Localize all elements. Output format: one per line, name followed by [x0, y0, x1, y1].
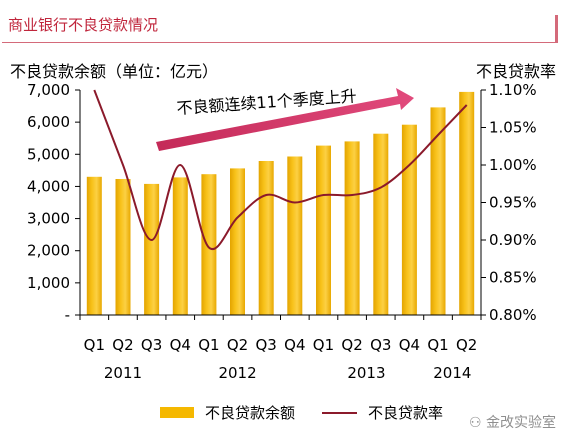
x-tick-label: Q4	[399, 336, 420, 354]
right-tick-label: 1.05%	[489, 119, 537, 137]
x-tick-label: Q2	[341, 336, 362, 354]
bar	[401, 124, 417, 315]
year-label: 2012	[218, 364, 256, 382]
legend-label-line: 不良贷款率	[368, 404, 443, 422]
x-tick-label: Q1	[198, 336, 219, 354]
x-tick-label: Q4	[170, 336, 191, 354]
left-tick-label: 6,000	[27, 113, 70, 131]
bar	[316, 145, 331, 315]
bar	[373, 133, 389, 315]
legend-label-bar: 不良贷款余额	[205, 404, 295, 422]
x-tick-label: Q3	[255, 336, 276, 354]
x-tick-label: Q2	[227, 336, 248, 354]
watermark: ⚇ 金改实验室	[466, 412, 558, 432]
right-tick-label: 1.10%	[489, 81, 537, 99]
left-tick-label: 2,000	[27, 242, 70, 260]
bar	[344, 141, 360, 315]
legend-layer: 不良贷款余额 不良贷款率	[160, 404, 443, 422]
title-divider	[2, 42, 558, 43]
bars-layer	[86, 91, 475, 316]
year-label: 2011	[104, 364, 142, 382]
left-tick-label: 1,000	[27, 274, 70, 292]
watermark-text: 金改实验室	[486, 415, 556, 431]
right-tick-label: 0.90%	[489, 231, 537, 249]
legend-swatch-bar	[160, 407, 194, 418]
bar	[86, 176, 102, 315]
page-title: 商业银行不良贷款情况	[8, 16, 159, 34]
watermark-icon: ⚇	[468, 415, 482, 431]
x-tick-label: Q1	[427, 336, 448, 354]
bar	[115, 179, 131, 315]
right-tick-label: 0.95%	[489, 194, 537, 212]
bar	[430, 107, 446, 316]
left-tick-label: 4,000	[27, 177, 70, 195]
axes-layer: - 1,000 2,000 3,000 4,000 5,000 6,000 7,000 0.80…	[27, 81, 537, 382]
year-label: 2014	[433, 364, 471, 382]
bar	[258, 161, 274, 315]
title-corner-line	[555, 15, 558, 43]
left-tick-label: 3,000	[27, 210, 70, 228]
right-axis-title: 不良贷款率	[475, 62, 556, 81]
bar	[459, 91, 475, 316]
bar	[144, 183, 160, 315]
left-tick-label: 7,000	[27, 81, 70, 99]
right-tick-label: 1.00%	[489, 156, 537, 174]
year-label: 2013	[347, 364, 385, 382]
x-tick-label: Q1	[84, 336, 105, 354]
bar	[172, 177, 188, 315]
left-tick-label: -	[65, 306, 70, 324]
right-tick-label: 0.85%	[489, 269, 537, 287]
line-layer	[93, 89, 468, 251]
bar	[201, 174, 217, 315]
x-tick-label: Q1	[313, 336, 334, 354]
x-tick-label: Q3	[370, 336, 391, 354]
x-tick-label: Q2	[456, 336, 477, 354]
trend-arrow-icon	[156, 88, 414, 151]
left-axis-title: 不良贷款余额（单位：亿元）	[10, 62, 219, 81]
x-tick-label: Q4	[284, 336, 305, 354]
bar	[230, 168, 245, 315]
right-tick-label: 0.80%	[489, 306, 537, 324]
rate-line	[93, 89, 468, 251]
x-tick-label: Q3	[141, 336, 162, 354]
bar	[287, 156, 303, 315]
left-tick-label: 5,000	[27, 145, 70, 163]
x-tick-label: Q2	[112, 336, 133, 354]
